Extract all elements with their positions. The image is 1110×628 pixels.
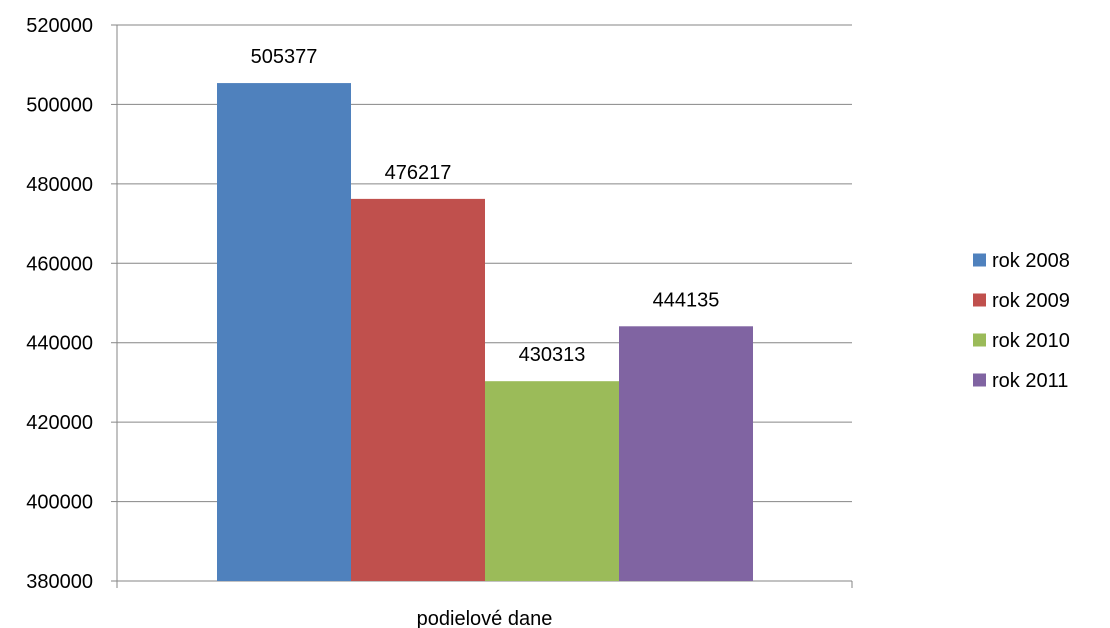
bar-rok-2008 [217,83,351,581]
legend-swatch [973,253,986,267]
bar-data-label: 430313 [519,344,586,366]
bar-rok-2009 [351,198,485,582]
legend-swatch [973,373,986,387]
y-tick-label: 460000 [26,253,93,275]
bar-data-labels: 505377 476217 430313 444135 [251,46,720,366]
legend-swatch [973,293,986,307]
legend-label: rok 2010 [992,330,1070,352]
bar-data-label: 476217 [385,162,452,184]
legend-swatch [973,333,986,347]
y-tick-label: 420000 [26,412,93,434]
bar-data-label: 505377 [251,46,318,68]
legend-label: rok 2009 [992,290,1070,312]
legend-label: rok 2008 [992,250,1070,272]
y-tick-label: 400000 [26,492,93,514]
y-tick-label: 480000 [26,174,93,196]
y-tick-label: 380000 [26,571,93,593]
x-axis-category-labels: podielové dane [417,608,553,628]
y-tick-label: 440000 [26,333,93,355]
x-category-label: podielové dane [417,608,553,628]
legend: rok 2008 rok 2009 rok 2010 rok 2011 [973,250,1070,392]
y-tick-label: 500000 [26,94,93,116]
y-tick-label: 520000 [26,15,93,37]
legend-label: rok 2011 [992,370,1068,392]
bars [217,83,753,582]
bar-rok-2010 [485,381,619,581]
bar-rok-2011 [619,326,753,581]
y-axis-tick-labels: 380000 400000 420000 440000 460000 480000 5000… [26,15,93,593]
bar-data-label: 444135 [653,289,720,311]
